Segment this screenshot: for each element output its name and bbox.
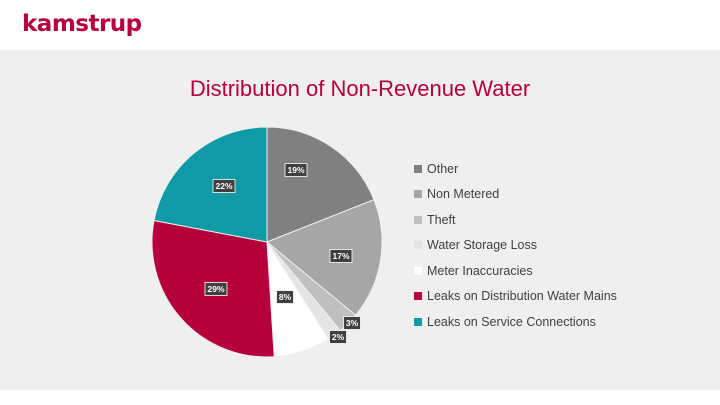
legend-swatch bbox=[414, 317, 422, 326]
legend-label: Leaks on Distribution Water Mains bbox=[427, 289, 617, 304]
legend-item-water-storage-loss: Water Storage Loss bbox=[414, 233, 617, 259]
legend-item-leaks-on-distribution-water-mains: Leaks on Distribution Water Mains bbox=[414, 284, 617, 310]
data-label-leaks-on-distribution-water-mains: 29% bbox=[204, 282, 228, 296]
chart-legend: Other Non Metered Theft Water Storage Loss M… bbox=[414, 156, 617, 335]
svg-text:2%: 2% bbox=[332, 332, 345, 342]
legend-label: Leaks on Service Connections bbox=[427, 314, 596, 329]
chart-title: Distribution of Non-Revenue Water bbox=[189, 76, 531, 101]
legend-swatch bbox=[414, 266, 422, 275]
legend-label: Other bbox=[427, 161, 459, 176]
legend-label: Water Storage Loss bbox=[427, 238, 538, 253]
footer-band bbox=[0, 390, 720, 405]
legend-swatch bbox=[414, 190, 422, 199]
pie-slice-leaks-on-service-connections bbox=[153, 126, 268, 243]
legend-item-meter-inaccuracies: Meter Inaccuracies bbox=[414, 258, 617, 284]
svg-text:3%: 3% bbox=[346, 318, 359, 328]
legend-item-theft: Theft bbox=[414, 207, 617, 233]
data-label-leaks-on-service-connections: 22% bbox=[212, 179, 236, 193]
svg-text:29%: 29% bbox=[207, 284, 224, 294]
legend-label: Theft bbox=[427, 212, 456, 227]
legend-swatch bbox=[414, 164, 422, 173]
data-label-water-storage-loss: 2% bbox=[329, 330, 347, 344]
pie-slice-non-metered bbox=[266, 199, 383, 317]
kamstrup-logo: kamstrup bbox=[22, 11, 142, 37]
data-label-meter-inaccuracies: 8% bbox=[276, 290, 294, 304]
data-label-theft: 3% bbox=[343, 316, 361, 330]
pie-slice-other bbox=[266, 126, 375, 243]
data-label-other: 19% bbox=[284, 163, 308, 177]
svg-text:22%: 22% bbox=[215, 181, 232, 191]
svg-text:19%: 19% bbox=[287, 165, 304, 175]
legend-swatch bbox=[414, 215, 422, 224]
svg-text:8%: 8% bbox=[279, 292, 292, 302]
legend-swatch bbox=[414, 292, 422, 301]
header-bar: kamstrup bbox=[0, 0, 720, 50]
legend-item-other: Other bbox=[414, 156, 617, 182]
data-label-non-metered: 17% bbox=[329, 249, 353, 263]
svg-text:17%: 17% bbox=[332, 251, 349, 261]
legend-item-non-metered: Non Metered bbox=[414, 182, 617, 208]
legend-label: Meter Inaccuracies bbox=[427, 263, 533, 278]
legend-label: Non Metered bbox=[427, 187, 500, 202]
legend-item-leaks-on-service-connections: Leaks on Service Connections bbox=[414, 309, 617, 335]
legend-swatch bbox=[414, 241, 422, 250]
